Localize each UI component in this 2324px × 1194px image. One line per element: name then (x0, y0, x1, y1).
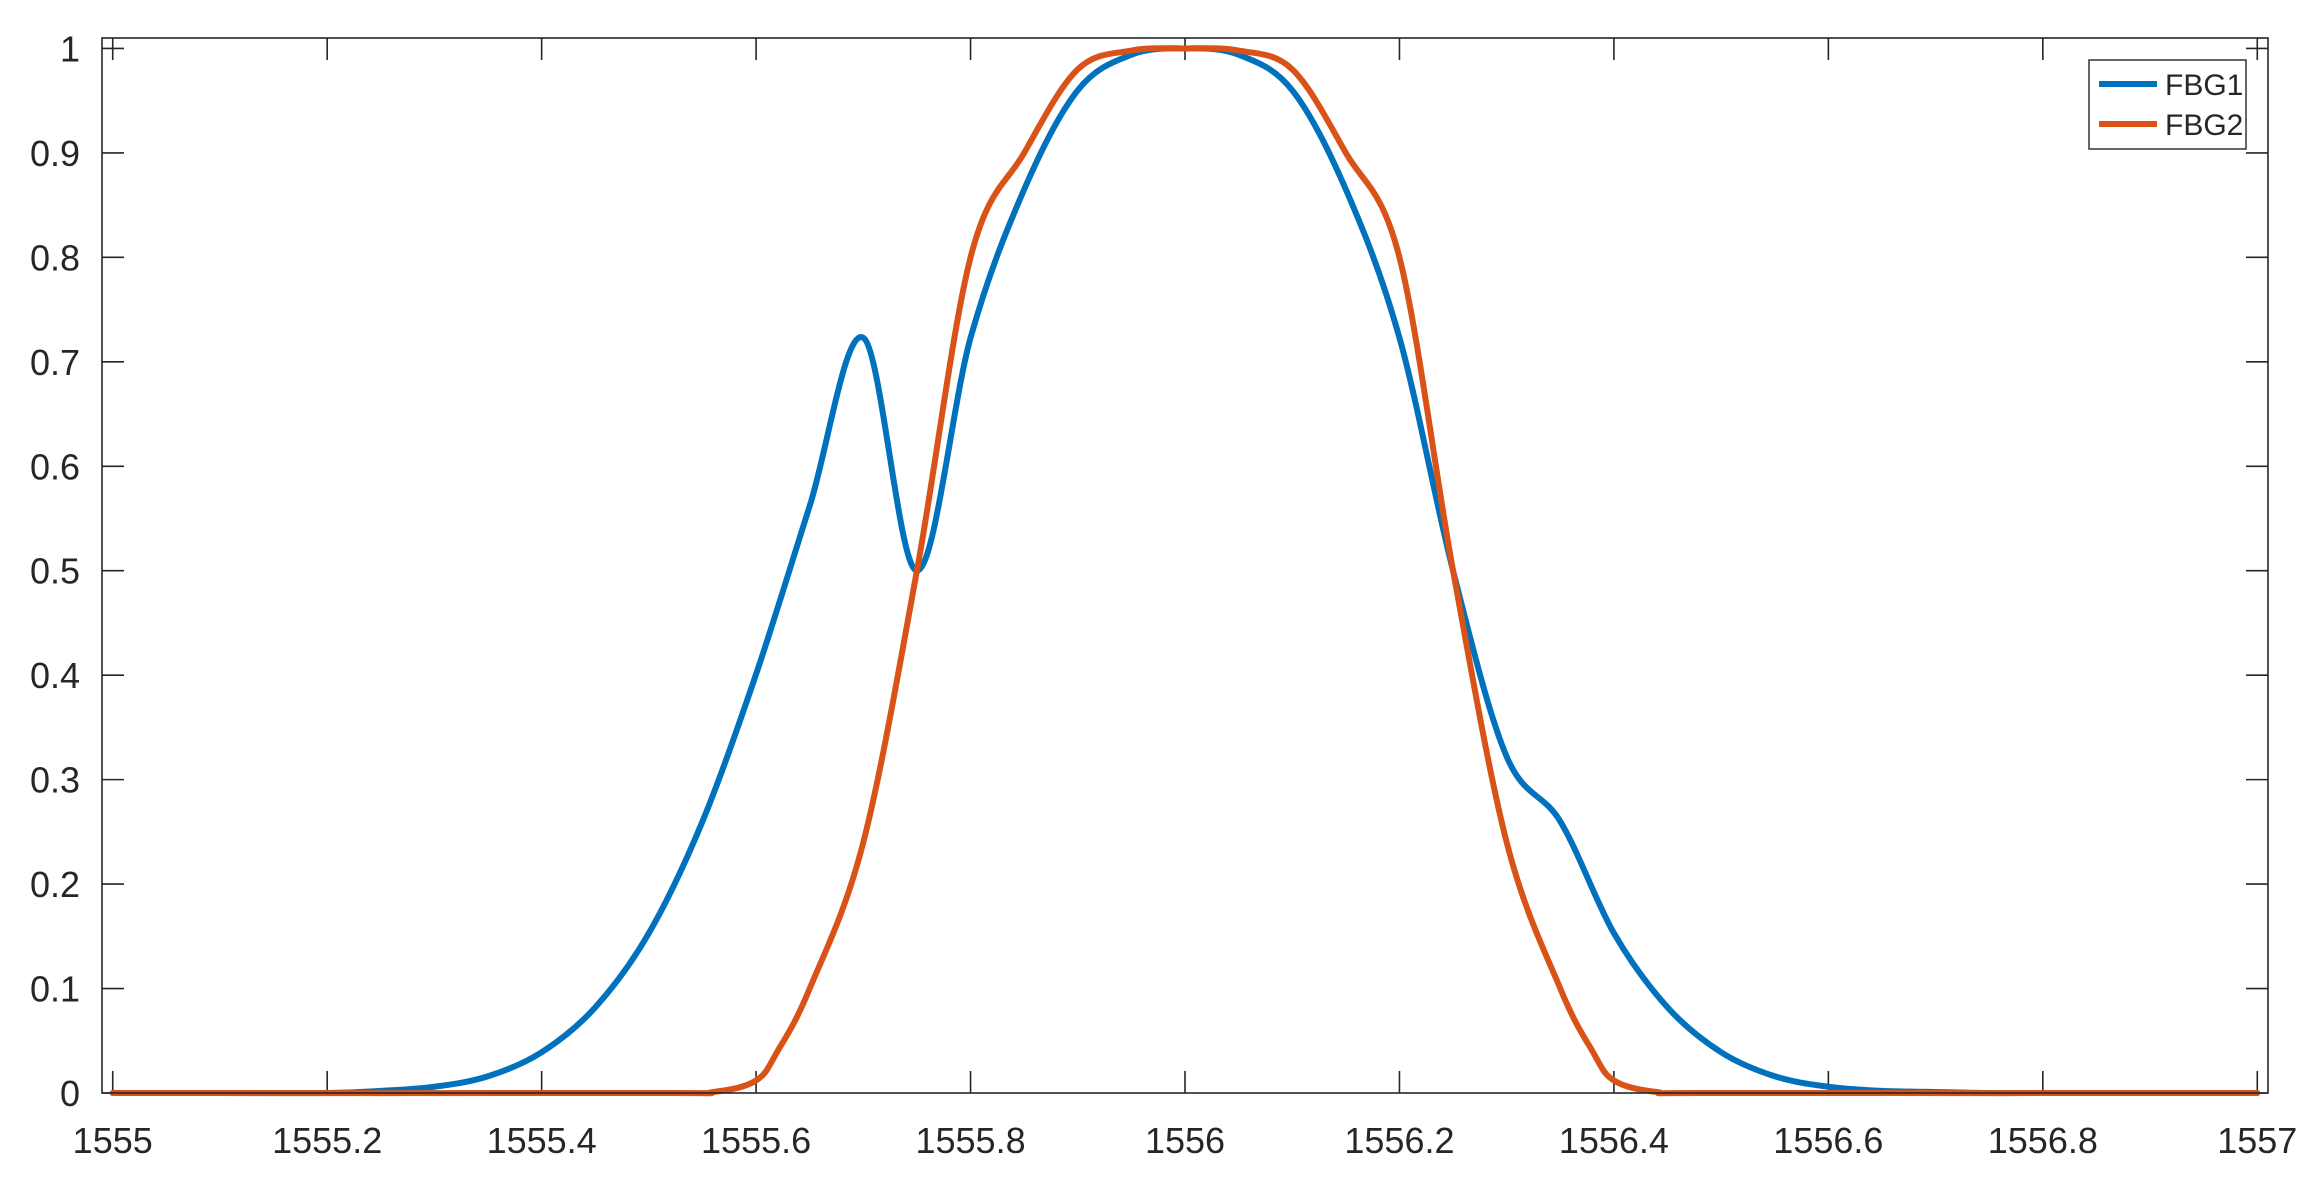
x-tick-label: 1556 (1145, 1120, 1225, 1161)
x-tick-label: 1557 (2217, 1120, 2297, 1161)
y-tick-label: 0.9 (30, 133, 80, 174)
x-tick-label: 1556.6 (1773, 1120, 1883, 1161)
y-tick-label: 0.1 (30, 969, 80, 1010)
y-tick-label: 0 (60, 1073, 80, 1114)
x-tick-label: 1555.2 (272, 1120, 382, 1161)
ticks-layer (102, 38, 2268, 1094)
y-tick-label: 0.8 (30, 237, 80, 278)
x-tick-labels: 1555 1555.2 1555.4 1555.6 1555.8 1556 1556.2 15… (73, 1120, 2298, 1161)
series-layer (109, 45, 2261, 1097)
legend-box (2088, 59, 2247, 150)
y-tick-label: 0.5 (30, 551, 80, 592)
x-tick-label: 1555.4 (487, 1120, 597, 1161)
y-tick-label: 0.4 (30, 655, 80, 696)
y-tick-label: 0.3 (30, 760, 80, 801)
y-tick-label: 0.6 (30, 446, 80, 487)
series-line-fbg1 (109, 45, 2261, 1097)
legend-label-fbg2: FBG2 (2165, 109, 2243, 142)
x-tick-label: 1555 (73, 1120, 153, 1161)
series-line-fbg2 (109, 45, 2261, 1097)
x-tick-label: 1556.4 (1559, 1120, 1669, 1161)
axes-box (101, 37, 2269, 1094)
y-tick-labels: 0 0.1 0.2 0.3 0.4 0.5 0.6 0.7 0.8 0.9 1 (30, 28, 80, 1114)
x-tick-label: 1556.8 (1988, 1120, 2098, 1161)
y-tick-label: 1 (60, 28, 80, 69)
x-tick-label: 1556.2 (1344, 1120, 1454, 1161)
x-tick-label: 1555.8 (915, 1120, 1025, 1161)
y-tick-label: 0.7 (30, 342, 80, 383)
legend-label-fbg1: FBG1 (2165, 69, 2243, 102)
y-tick-label: 0.2 (30, 864, 80, 905)
legend: FBG1 FBG2 (2088, 59, 2247, 150)
x-tick-label: 1555.6 (701, 1120, 811, 1161)
